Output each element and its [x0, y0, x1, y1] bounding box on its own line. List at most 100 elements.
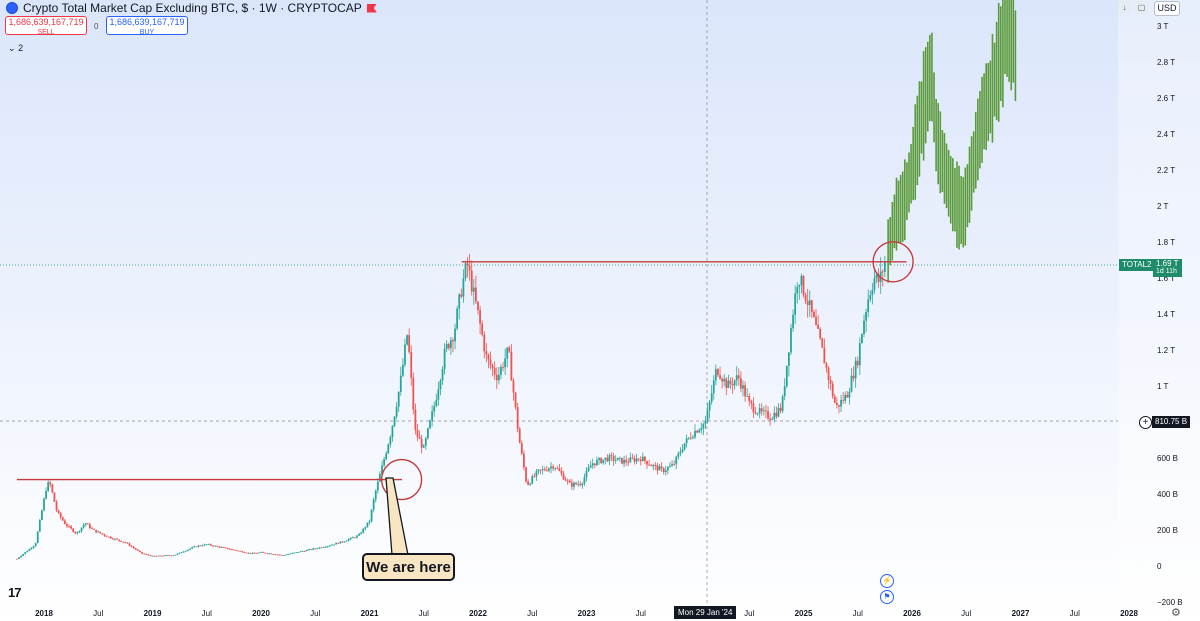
- plus-icon[interactable]: +: [1139, 416, 1152, 429]
- candle-body: [220, 547, 223, 548]
- candle-body: [660, 466, 663, 469]
- candle-body: [427, 428, 429, 439]
- candle-body: [126, 542, 129, 544]
- candle-body: [760, 408, 763, 412]
- candle-body: [833, 396, 836, 403]
- candle-body: [103, 534, 106, 536]
- candle-body: [533, 476, 536, 478]
- candle-body: [139, 550, 141, 552]
- symbol-legend[interactable]: Crypto Total Market Cap Excluding BTC, $…: [6, 1, 377, 15]
- x-tick-label: 2019: [144, 609, 162, 618]
- candle-body: [577, 484, 580, 485]
- candle-body: [646, 460, 648, 465]
- x-tick-label: 2026: [903, 609, 921, 618]
- breakout-circle: [872, 241, 914, 283]
- candle-body: [664, 470, 667, 473]
- y-tick-label: 1 T: [1157, 382, 1169, 391]
- candle-body: [174, 554, 177, 556]
- gear-icon[interactable]: ⚙: [1171, 607, 1181, 619]
- candle-body: [243, 552, 246, 553]
- candle-body: [26, 550, 29, 553]
- candle-body: [335, 542, 338, 545]
- candle-body: [149, 555, 152, 556]
- candle-body: [397, 391, 400, 407]
- candle-body: [66, 524, 68, 527]
- candle-body: [754, 412, 757, 414]
- candle-body: [349, 537, 352, 540]
- candle-body: [596, 460, 598, 466]
- candle-body: [773, 412, 776, 420]
- candle-body: [762, 410, 765, 412]
- candle-body: [704, 421, 707, 424]
- candle-body: [727, 380, 730, 388]
- tradingview-logo[interactable]: 17: [8, 585, 22, 600]
- candle-body: [644, 456, 646, 461]
- candle-body: [232, 549, 235, 551]
- candle-body: [360, 532, 363, 534]
- candle-body: [57, 510, 60, 513]
- candle-body: [737, 375, 740, 379]
- buy-button[interactable]: 1,686,639,167,719 BUY: [106, 16, 188, 36]
- currency-selector[interactable]: USD: [1154, 1, 1180, 16]
- candle-body: [746, 396, 749, 397]
- candle-body: [224, 547, 227, 549]
- flag-icon[interactable]: [366, 3, 377, 13]
- candle-body: [806, 301, 809, 305]
- candle-body: [798, 285, 801, 288]
- candle-body: [731, 383, 734, 386]
- candle-body: [717, 369, 719, 376]
- candle-body: [331, 544, 333, 546]
- candle-body: [178, 552, 181, 554]
- y-tick-label: 2.6 T: [1157, 94, 1175, 103]
- candle-body: [856, 360, 859, 366]
- candle-body: [733, 380, 736, 386]
- candle-body: [310, 549, 312, 551]
- candle-body: [328, 545, 331, 547]
- candle-body: [36, 531, 39, 544]
- candle-body: [414, 409, 417, 430]
- us-flag-event-icon[interactable]: ⚑: [880, 590, 894, 604]
- candle-body: [439, 380, 442, 390]
- candle-body: [30, 547, 33, 549]
- candle-body: [289, 553, 292, 555]
- x-tick-label: Jul: [202, 609, 212, 618]
- candle-body: [656, 465, 659, 471]
- screenshot-icon[interactable]: ▢: [1135, 1, 1148, 14]
- candle-body: [808, 300, 811, 305]
- candle-body: [654, 464, 657, 466]
- candle-body: [230, 549, 233, 551]
- candle-body: [38, 519, 41, 532]
- candle-body: [591, 463, 594, 466]
- lightning-icon[interactable]: ⚡: [880, 574, 894, 588]
- candle-body: [829, 379, 832, 384]
- candle-body: [107, 536, 110, 538]
- sell-button[interactable]: 1,686,639,167,719 SELL: [5, 16, 87, 36]
- candle-body: [86, 523, 89, 525]
- candle-body: [379, 473, 381, 482]
- candle-body: [155, 555, 158, 557]
- candle-body: [729, 380, 732, 384]
- indicators-toggle[interactable]: ⌄ 2: [8, 43, 23, 54]
- candle-body: [293, 552, 296, 554]
- candle-body: [22, 553, 25, 556]
- candle-body: [387, 444, 390, 454]
- candle-body: [168, 555, 171, 557]
- x-tick-label: Jul: [1070, 609, 1080, 618]
- candle-body: [381, 465, 383, 474]
- candle-body: [241, 551, 244, 553]
- crosshair-price-tag: 810.75 B: [1152, 416, 1191, 428]
- candle-body: [692, 437, 694, 439]
- we-are-here-callout[interactable]: We are here: [362, 553, 455, 581]
- x-tick-label: 2020: [252, 609, 270, 618]
- last-price-tag: 1.69 T 1d 11h: [1153, 259, 1182, 277]
- candle-body: [197, 545, 200, 547]
- x-tick-label: Jul: [93, 609, 103, 618]
- arrow-down-icon[interactable]: ↓: [1118, 1, 1131, 14]
- candle-body: [189, 548, 191, 550]
- candle-body: [710, 393, 713, 402]
- candle-body: [201, 545, 204, 547]
- candle-body: [529, 483, 532, 485]
- candle-body: [583, 477, 586, 484]
